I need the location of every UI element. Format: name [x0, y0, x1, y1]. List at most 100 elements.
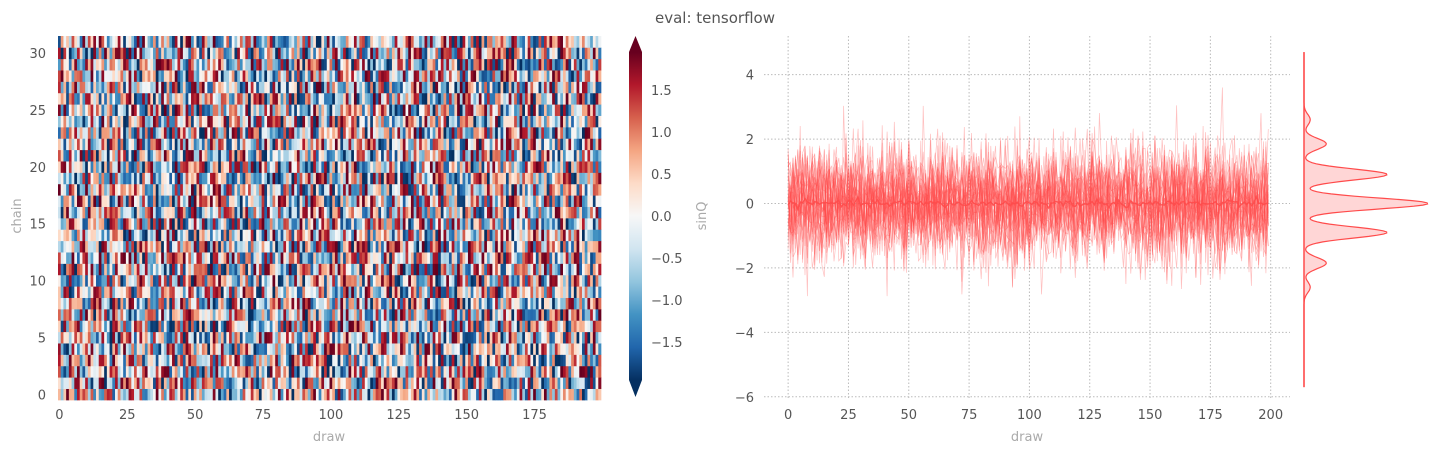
heatmap-cell	[552, 172, 556, 185]
heatmap-cell	[573, 309, 577, 321]
heatmap-cell	[85, 377, 89, 389]
heatmap-cell	[367, 127, 371, 139]
heatmap-cell	[74, 127, 78, 139]
heatmap-cell	[134, 240, 138, 253]
heatmap-cell	[511, 195, 515, 207]
heatmap-cell	[484, 161, 488, 173]
heatmap-cell	[467, 365, 472, 378]
heatmap-cell	[313, 115, 317, 128]
heatmap-cell	[68, 320, 72, 333]
heatmap-cell	[210, 206, 214, 219]
heatmap-cell	[318, 195, 322, 207]
heatmap-cell	[242, 115, 246, 128]
heatmap-cell	[402, 274, 406, 287]
heatmap-cell	[201, 240, 205, 253]
heatmap-cell	[60, 218, 64, 230]
heatmap-cell	[440, 218, 444, 230]
heatmap-cell	[275, 365, 279, 378]
heatmap-cell	[109, 229, 113, 242]
heatmap-cell	[58, 354, 62, 367]
heatmap-cell	[180, 297, 184, 310]
heatmap-cell	[253, 127, 257, 139]
heatmap-cell	[264, 263, 268, 276]
heatmap-cell	[476, 229, 480, 242]
heatmap-cell	[288, 138, 292, 151]
heatmap-cell	[283, 365, 287, 378]
heatmap-cell	[272, 172, 276, 185]
heatmap-cell	[220, 354, 224, 367]
heatmap-cell	[139, 286, 143, 298]
heatmap-cell	[280, 229, 284, 242]
heatmap-cell	[242, 149, 246, 162]
heatmap-cell	[239, 263, 243, 276]
heatmap-cell	[429, 218, 434, 230]
heatmap-cell	[134, 138, 138, 151]
heatmap-cell	[424, 286, 428, 298]
heatmap-cell	[144, 331, 148, 344]
heatmap-cell	[237, 252, 241, 264]
heatmap-cell	[514, 127, 518, 139]
heatmap-cell	[389, 343, 393, 355]
heatmap-cell	[514, 365, 518, 378]
heatmap-cell	[153, 343, 157, 355]
heatmap-cell	[136, 320, 140, 333]
heatmap-cell	[454, 172, 458, 185]
heatmap-cell	[158, 377, 162, 389]
heatmap-cell	[372, 309, 376, 321]
heatmap-cell	[489, 252, 493, 264]
heatmap-cell	[163, 195, 167, 207]
heatmap-cell	[486, 320, 491, 333]
heatmap-cell	[283, 115, 287, 128]
heatmap-cell	[193, 183, 197, 196]
heatmap-cell	[109, 343, 113, 355]
heatmap-cell	[568, 263, 572, 276]
heatmap-cell	[288, 320, 292, 333]
heatmap-cell	[207, 138, 211, 151]
heatmap-cell	[182, 377, 186, 389]
heatmap-cell	[413, 195, 417, 207]
heatmap-cell	[598, 388, 602, 401]
heatmap-cell	[364, 343, 368, 355]
heatmap-cell	[351, 297, 355, 310]
heatmap-cell	[478, 377, 482, 389]
heatmap-cell	[457, 195, 461, 207]
heatmap-cell	[286, 240, 290, 253]
heatmap-cell	[332, 115, 336, 128]
heatmap-cell	[237, 138, 241, 151]
heatmap-cell	[353, 274, 357, 287]
heatmap-cell	[337, 161, 341, 173]
heatmap-cell	[582, 229, 586, 242]
heatmap-cell	[443, 365, 447, 378]
heatmap-cell	[77, 115, 81, 128]
heatmap-cell	[582, 388, 586, 401]
heatmap-cell	[87, 365, 91, 378]
heatmap-cell	[248, 274, 252, 287]
heatmap-cell	[560, 354, 564, 367]
heatmap-cell	[337, 229, 341, 242]
heatmap-cell	[261, 127, 265, 139]
heatmap-cell	[234, 229, 238, 242]
heatmap-cell	[598, 218, 602, 230]
heatmap-cell	[250, 240, 254, 253]
heatmap-cell	[237, 354, 241, 367]
heatmap-cell	[150, 354, 154, 367]
heatmap-cell	[313, 149, 317, 162]
heatmap-cell	[405, 161, 409, 173]
heatmap-cell	[109, 263, 113, 276]
heatmap-cell	[66, 354, 70, 367]
heatmap-cell	[503, 218, 507, 230]
heatmap-cell	[362, 286, 366, 298]
heatmap-cell	[136, 183, 140, 196]
heatmap-cell	[199, 115, 203, 128]
heatmap-cell	[196, 229, 200, 242]
heatmap-cell	[207, 331, 211, 344]
heatmap-cell	[443, 206, 447, 219]
heatmap-cell	[579, 331, 583, 344]
heatmap-cell	[481, 127, 485, 139]
heatmap-cell	[571, 183, 575, 196]
heatmap-cell	[313, 354, 317, 367]
heatmap-cell	[93, 206, 97, 219]
heatmap-cell	[397, 195, 401, 207]
heatmap-cell	[454, 274, 458, 287]
heatmap-cell	[383, 252, 387, 264]
